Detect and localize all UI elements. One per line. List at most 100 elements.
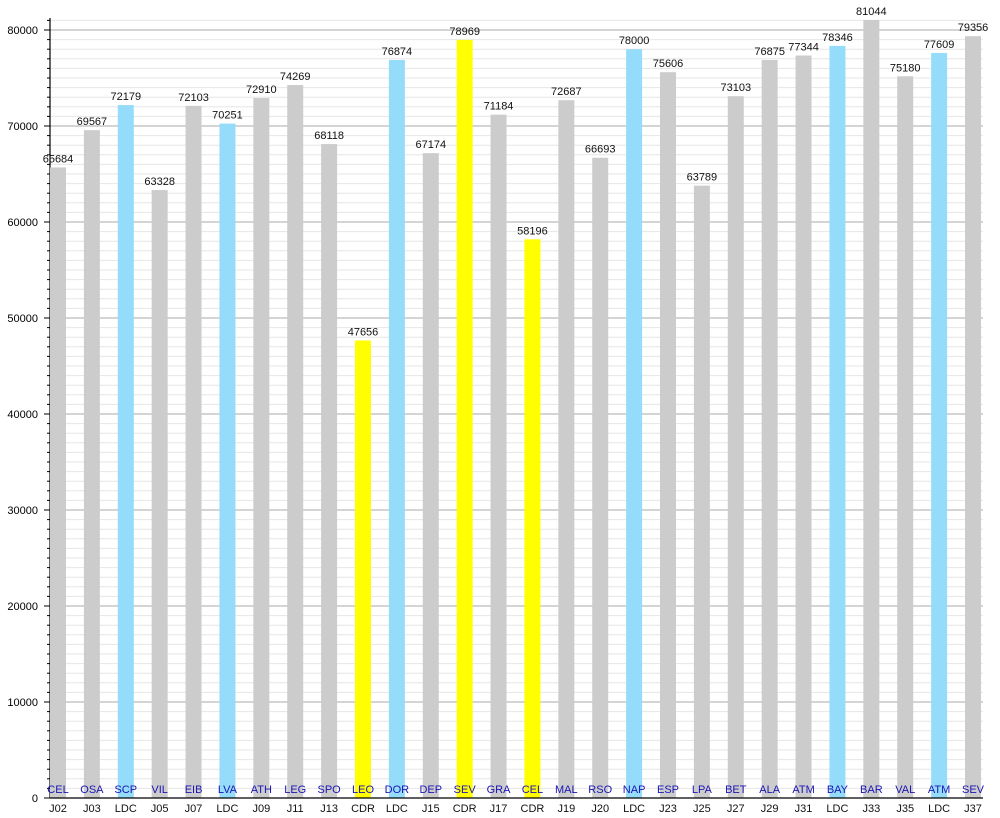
y-tick-label: 80000 (7, 25, 38, 37)
team-label: DEP (419, 784, 442, 796)
value-label: 72910 (246, 84, 277, 96)
y-tick-label: 70000 (7, 121, 38, 133)
bar (185, 105, 202, 798)
bar (321, 144, 338, 798)
value-label: 76875 (754, 46, 785, 58)
value-label: 81044 (856, 6, 887, 18)
y-tick-label: 40000 (7, 409, 38, 421)
value-label: 75180 (890, 62, 921, 74)
team-label: SPO (317, 784, 341, 796)
gridlines (50, 19, 983, 789)
value-label: 68118 (314, 130, 344, 142)
value-label: 77344 (788, 41, 819, 53)
team-label: VAL (895, 784, 915, 796)
team-label: ALA (759, 784, 780, 796)
team-label: LEO (352, 784, 374, 796)
bar (863, 19, 880, 798)
team-label: VIL (151, 784, 168, 796)
x-tick-label: J25 (693, 803, 711, 815)
value-label: 71184 (484, 101, 514, 113)
y-axis: 0 10000 20000 30000 40000 50000 60000 70000 8000… (7, 17, 51, 805)
bar (83, 130, 100, 798)
team-label: BET (725, 784, 747, 796)
x-tick-label: J27 (727, 803, 745, 815)
value-label: 78000 (619, 35, 650, 47)
y-tick-label: 20000 (7, 601, 38, 613)
bar (490, 114, 507, 798)
bar (829, 45, 846, 798)
bar (965, 36, 981, 799)
team-label: EIB (185, 784, 203, 796)
y-tick-label: 30000 (7, 505, 38, 517)
bar (592, 157, 609, 798)
team-label: NAP (623, 784, 646, 796)
x-tick-label: J09 (252, 803, 270, 815)
x-tick-label: J07 (185, 803, 203, 815)
x-tick-label: J19 (557, 803, 575, 815)
bar (524, 239, 541, 798)
value-label: 70251 (212, 110, 243, 122)
x-tick-label: J33 (862, 803, 880, 815)
y-tick-label: 50000 (7, 313, 38, 325)
value-label: 76874 (382, 46, 413, 58)
value-label: 72179 (110, 91, 141, 103)
team-label: CEL (47, 784, 68, 796)
bars: 65684 CEL 69567 OSA 72179 SCP 63328 VIL 72103 EIB… (43, 6, 988, 799)
x-tick-label: J02 (49, 803, 67, 815)
team-label: ESP (657, 784, 679, 796)
team-label: DOR (385, 784, 410, 796)
x-tick-label: J37 (964, 803, 982, 815)
y-tick-label: 60000 (7, 217, 38, 229)
bar (660, 72, 676, 799)
value-label: 66693 (585, 144, 616, 156)
x-tick-label: J20 (591, 803, 609, 815)
x-tick-label: LDC (928, 803, 950, 815)
x-axis: J02 J03 LDC J05 J07 LDC J09 J11 J13 CDR LDC J15 CDR J… (49, 797, 983, 815)
bar (422, 153, 439, 799)
bar (897, 76, 914, 799)
x-tick-label: J03 (83, 803, 101, 815)
team-label: MAL (555, 784, 578, 796)
team-label: RSO (588, 784, 612, 796)
bar (388, 60, 405, 799)
bar (761, 60, 778, 798)
bar (151, 190, 168, 798)
x-tick-label: J11 (287, 803, 304, 815)
bar (219, 123, 236, 799)
bar (50, 167, 66, 798)
team-label: SCP (114, 784, 137, 796)
y-tick-label: 0 (32, 793, 38, 805)
team-label: ATM (928, 784, 950, 796)
value-label: 78969 (449, 26, 480, 38)
x-tick-label: CDR (521, 803, 545, 815)
bar (253, 98, 270, 798)
bar (558, 100, 575, 798)
value-label: 63328 (144, 176, 175, 188)
bar (287, 85, 304, 799)
team-label: LEG (284, 784, 306, 796)
team-label: ATM (792, 784, 814, 796)
bar (931, 52, 948, 798)
x-tick-label: LDC (115, 803, 137, 815)
team-label: LVA (218, 784, 238, 796)
value-label: 65684 (43, 153, 74, 165)
bar (117, 105, 134, 798)
x-tick-label: J15 (422, 803, 440, 815)
x-tick-label: LDC (216, 803, 238, 815)
x-tick-label: J05 (151, 803, 169, 815)
x-tick-label: J13 (320, 803, 338, 815)
x-tick-label: J31 (795, 803, 813, 815)
x-tick-label: CDR (453, 803, 477, 815)
x-tick-label: CDR (351, 803, 375, 815)
team-label: SEV (962, 784, 985, 796)
value-label: 47656 (348, 327, 379, 339)
team-label: GRA (487, 784, 512, 796)
value-label: 72103 (178, 92, 209, 104)
x-tick-label: LDC (826, 803, 848, 815)
y-tick-label: 10000 (7, 697, 38, 709)
value-label: 67174 (415, 139, 446, 151)
team-label: BAY (827, 784, 849, 796)
team-label: LPA (692, 784, 713, 796)
value-label: 74269 (280, 71, 311, 83)
value-label: 72687 (551, 86, 582, 98)
